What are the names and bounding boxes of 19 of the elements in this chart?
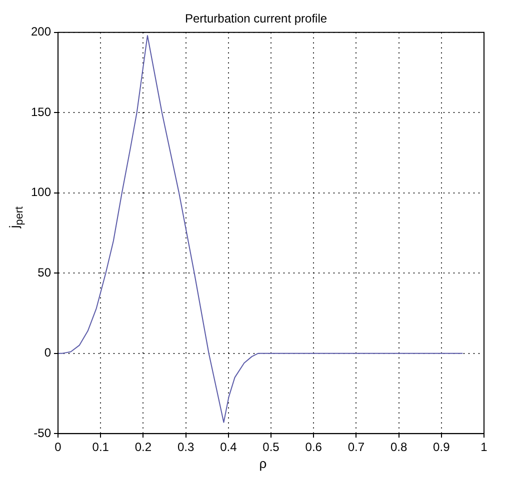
x-tick-label: 0.3 — [177, 440, 194, 454]
x-tick-label: 0.7 — [348, 440, 365, 454]
x-tick-label: 0.1 — [92, 440, 110, 454]
x-tick-label: 0.8 — [390, 440, 408, 454]
x-tick-label: 0.5 — [262, 440, 280, 454]
x-tick-label: 0 — [54, 440, 62, 454]
x-tick-label: 1 — [480, 440, 488, 454]
chart-title: Perturbation current profile — [184, 12, 328, 26]
y-tick-label: -50 — [34, 426, 52, 440]
x-tick-label: 0.9 — [433, 440, 450, 454]
x-tick-label: 0.6 — [305, 440, 322, 454]
x-axis-title: ρ — [258, 456, 268, 471]
x-tick-label: 0.4 — [220, 440, 238, 454]
x-tick-label: 0.2 — [134, 440, 152, 454]
y-tick-label: 100 — [30, 185, 52, 200]
y-tick-label: 150 — [30, 104, 52, 119]
y-tick-label: 200 — [30, 24, 52, 39]
y-tick-label: 50 — [38, 265, 52, 280]
y-tick-label: 0 — [44, 346, 52, 360]
